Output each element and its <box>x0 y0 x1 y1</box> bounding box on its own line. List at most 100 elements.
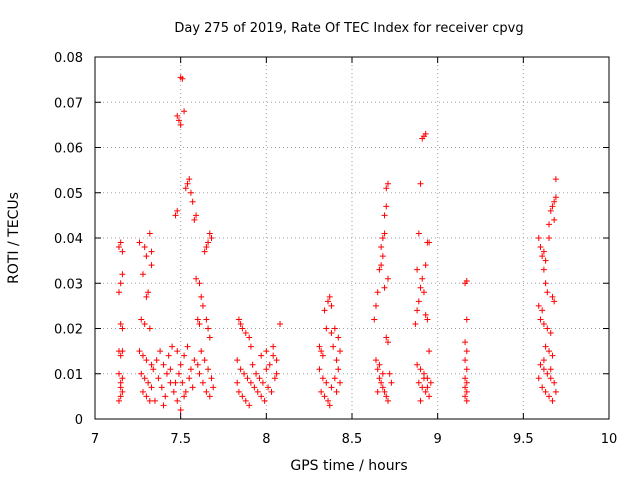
data-point <box>379 235 386 241</box>
data-point <box>208 235 215 241</box>
grid-lines <box>95 57 609 419</box>
data-point <box>376 361 383 368</box>
data-point <box>181 352 188 359</box>
data-point <box>153 357 160 364</box>
data-point <box>170 388 177 395</box>
data-point <box>462 339 469 346</box>
data-point <box>115 370 122 377</box>
data-point <box>146 230 153 237</box>
data-point <box>417 284 424 291</box>
data-point <box>138 316 145 323</box>
data-point <box>417 366 424 373</box>
data-point <box>205 366 212 373</box>
data-point <box>155 375 162 382</box>
data-point <box>117 384 124 391</box>
data-point <box>319 375 326 382</box>
data-point <box>186 176 193 183</box>
data-point <box>463 397 470 404</box>
data-point <box>199 302 206 309</box>
data-point <box>181 108 188 115</box>
data-point <box>539 384 546 391</box>
data-point <box>316 366 323 373</box>
data-point <box>256 375 263 382</box>
data-point <box>239 325 246 332</box>
data-point <box>234 379 241 386</box>
data-point <box>179 379 186 386</box>
data-point <box>540 266 547 273</box>
axis-ticks: 7 7.5 8 8.5 9 9.5 10 0 0.01 0.02 0.03 0.04 0.05 0.06 0… <box>54 51 617 447</box>
data-point <box>203 244 210 251</box>
data-point <box>318 348 325 355</box>
data-point <box>194 316 201 323</box>
data-point <box>417 180 424 187</box>
data-point <box>205 325 212 332</box>
data-point <box>187 189 194 196</box>
data-point <box>544 325 551 332</box>
data-point <box>540 357 547 364</box>
data-point <box>374 366 381 373</box>
data-point <box>381 230 388 237</box>
data-point <box>141 244 148 251</box>
data-point <box>119 325 126 332</box>
data-point <box>539 253 546 260</box>
data-point <box>117 239 124 246</box>
data-point <box>325 298 332 305</box>
data-point <box>462 357 469 364</box>
data-point <box>547 366 554 373</box>
data-point <box>139 352 146 359</box>
x-tick-label: 8.5 <box>342 432 363 447</box>
data-point <box>537 316 544 323</box>
data-point <box>261 397 268 404</box>
data-point <box>246 334 253 341</box>
data-point <box>422 311 429 318</box>
data-point <box>462 384 469 391</box>
data-point <box>546 221 553 228</box>
data-point <box>242 397 249 404</box>
data-point <box>379 370 386 377</box>
data-point <box>415 230 422 237</box>
data-point <box>414 361 421 368</box>
data-point <box>205 239 212 246</box>
data-point <box>372 302 379 309</box>
data-point <box>424 316 431 323</box>
data-point <box>374 388 381 395</box>
data-point <box>422 388 429 395</box>
data-point <box>540 366 547 373</box>
data-point <box>463 388 470 395</box>
x-tick-label: 7.5 <box>170 432 191 447</box>
data-point <box>420 375 427 382</box>
data-point <box>235 316 242 323</box>
data-point <box>277 320 284 327</box>
data-point <box>115 397 122 404</box>
data-point <box>384 339 391 346</box>
data-point <box>551 198 558 205</box>
data-point <box>547 330 554 337</box>
data-point <box>151 397 158 404</box>
data-point <box>381 284 388 291</box>
data-point <box>547 207 554 214</box>
data-point <box>196 280 203 287</box>
data-point <box>239 393 246 400</box>
data-point <box>378 379 385 386</box>
data-point <box>539 307 546 314</box>
data-point <box>463 348 470 355</box>
data-point <box>271 375 278 382</box>
data-point <box>426 239 433 246</box>
data-point <box>549 293 556 300</box>
data-point <box>203 316 210 323</box>
data-point <box>145 379 152 386</box>
data-point <box>187 366 194 373</box>
data-point <box>552 388 559 395</box>
data-point <box>179 75 186 82</box>
data-point <box>146 325 153 332</box>
data-point <box>388 379 395 386</box>
data-point <box>196 370 203 377</box>
data-point <box>117 280 124 287</box>
data-point <box>333 388 340 395</box>
x-axis-label: GPS time / hours <box>290 458 407 474</box>
y-tick-label: 0.07 <box>54 96 83 111</box>
data-point <box>184 180 191 187</box>
data-point <box>383 203 390 210</box>
data-point <box>549 203 556 210</box>
data-point <box>206 334 213 341</box>
